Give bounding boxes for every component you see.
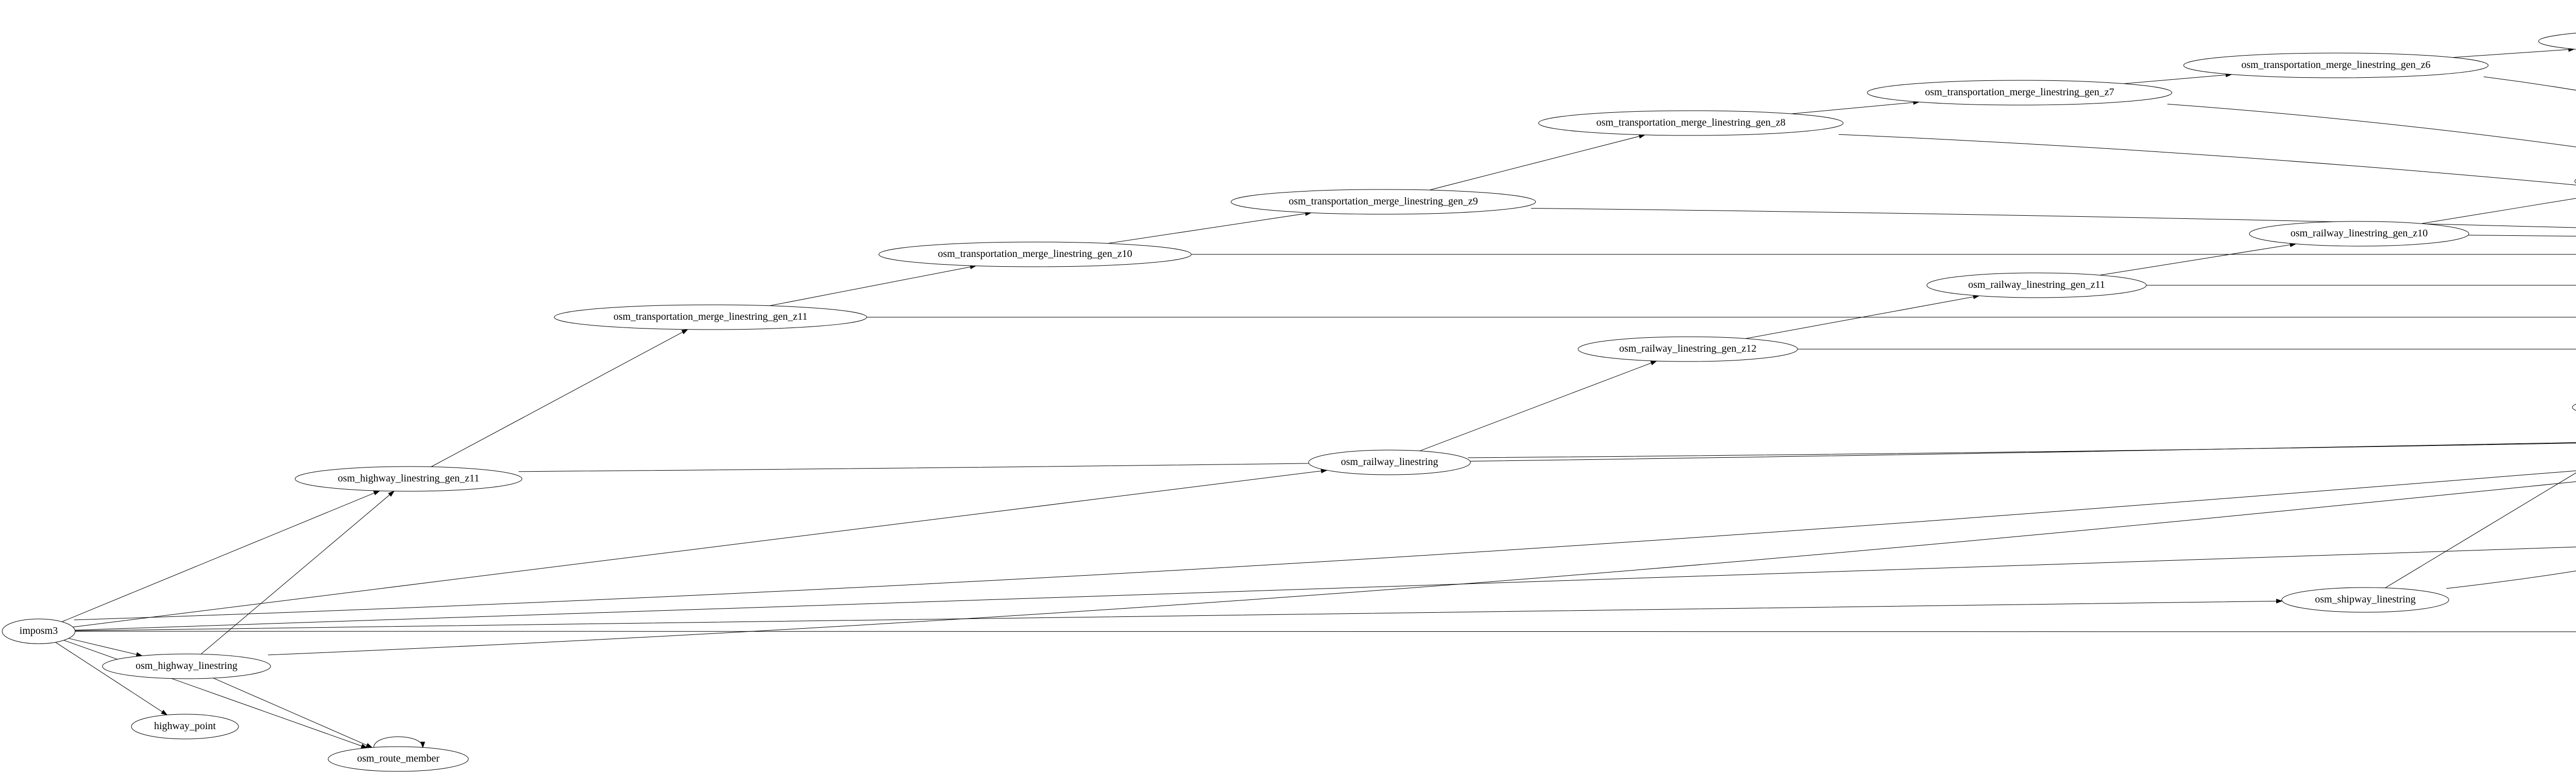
svg-text:osm_transportation_merge_lines: osm_transportation_merge_linestring_gen_… (614, 311, 808, 322)
svg-text:osm_shipway_linestring: osm_shipway_linestring (2315, 594, 2416, 605)
svg-text:osm_railway_linestring_gen_z12: osm_railway_linestring_gen_z12 (1619, 343, 1757, 354)
svg-text:osm_transportation_merge_lines: osm_transportation_merge_linestring_gen_… (1596, 117, 1785, 128)
svg-text:osm_railway_linestring_gen_z10: osm_railway_linestring_gen_z10 (2291, 228, 2428, 239)
svg-text:osm_highway_linestring_gen_z11: osm_highway_linestring_gen_z11 (338, 473, 480, 484)
svg-text:osm_transportation_merge_lines: osm_transportation_merge_linestring_gen_… (2241, 59, 2430, 71)
svg-text:imposm3: imposm3 (20, 625, 58, 636)
svg-text:highway_point: highway_point (154, 720, 216, 732)
svg-text:osm_transportation_merge_lines: osm_transportation_merge_linestring_gen_… (1925, 87, 2114, 98)
svg-text:osm_transportation_merge_lines: osm_transportation_merge_linestring_gen_… (1289, 196, 1478, 207)
svg-text:osm_route_member: osm_route_member (357, 753, 439, 764)
svg-text:osm_transportation_merge_lines: osm_transportation_merge_linestring_gen_… (938, 248, 1132, 260)
svg-text:osm_railway_linestring: osm_railway_linestring (1341, 456, 1438, 468)
svg-text:osm_highway_linestring: osm_highway_linestring (135, 660, 238, 671)
svg-text:osm_railway_linestring_gen_z11: osm_railway_linestring_gen_z11 (1968, 279, 2105, 290)
